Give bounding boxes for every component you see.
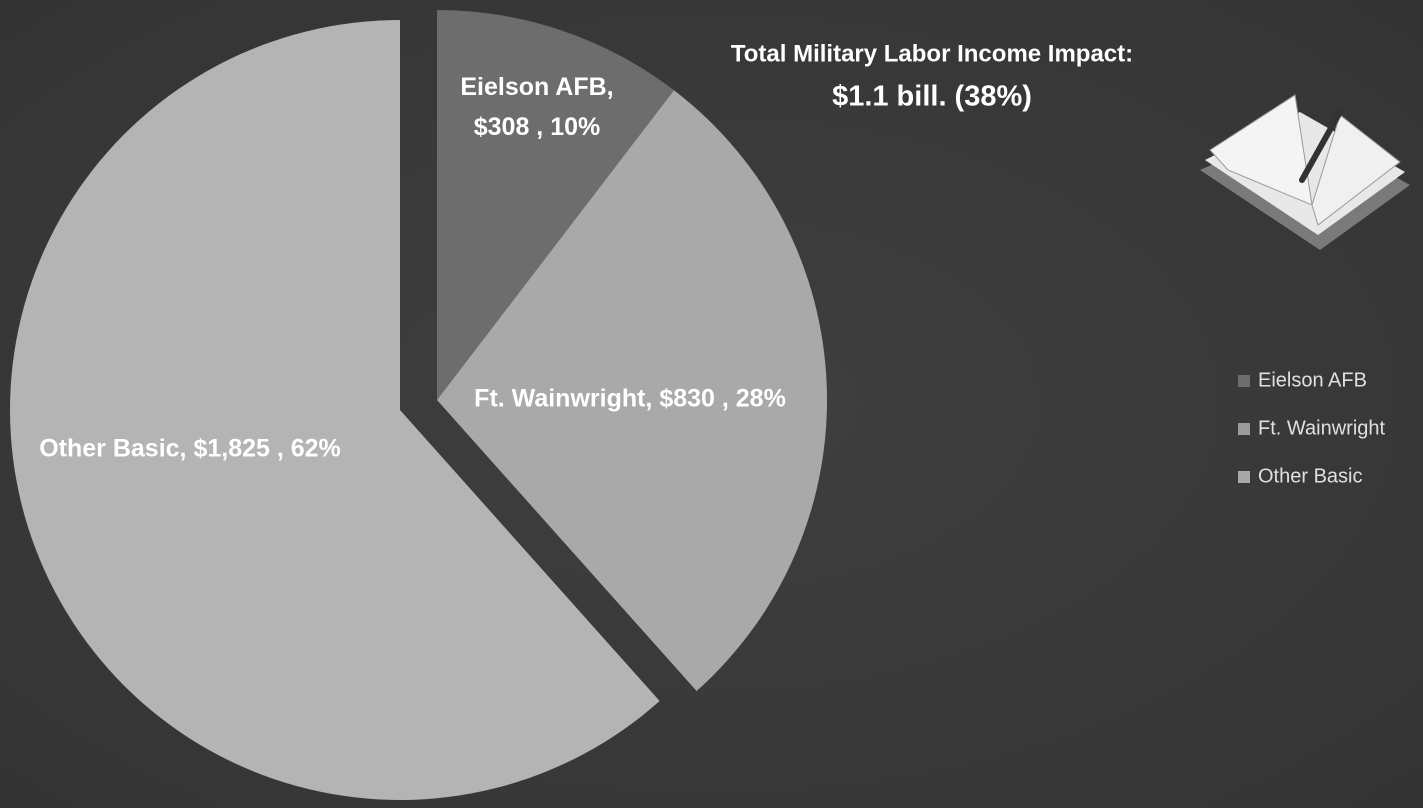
data-label: Ft. Wainwright, $830 , 28% bbox=[474, 385, 786, 413]
pie-slice bbox=[437, 10, 674, 400]
pie: Eielson AFB, $308 , 10% Ft. Wainwright, $8… bbox=[9, 10, 827, 800]
book-icon bbox=[1200, 94, 1410, 250]
pie-slice bbox=[437, 90, 827, 692]
pie-slice bbox=[9, 20, 660, 800]
data-label: Other Basic, $1,825 , 62% bbox=[39, 435, 341, 463]
annotation: $1.1 bill. (38%) bbox=[832, 81, 1032, 113]
legend-label: Eielson AFB bbox=[1258, 369, 1367, 391]
data-label-line: Eielson AFB, bbox=[460, 73, 613, 101]
annotation: Total Military Labor Income Impact: bbox=[731, 40, 1133, 67]
data-label: Eielson AFB, $308 , 10% bbox=[460, 73, 613, 141]
legend: Eielson AFB Ft. Wainwright Other Basic bbox=[1238, 369, 1386, 487]
legend-label: Other Basic bbox=[1258, 465, 1362, 487]
legend-swatch bbox=[1238, 471, 1250, 483]
data-label-line: $308 , 10% bbox=[474, 113, 601, 141]
legend-swatch bbox=[1238, 423, 1250, 435]
legend-swatch bbox=[1238, 375, 1250, 387]
legend-label: Ft. Wainwright bbox=[1258, 417, 1386, 439]
